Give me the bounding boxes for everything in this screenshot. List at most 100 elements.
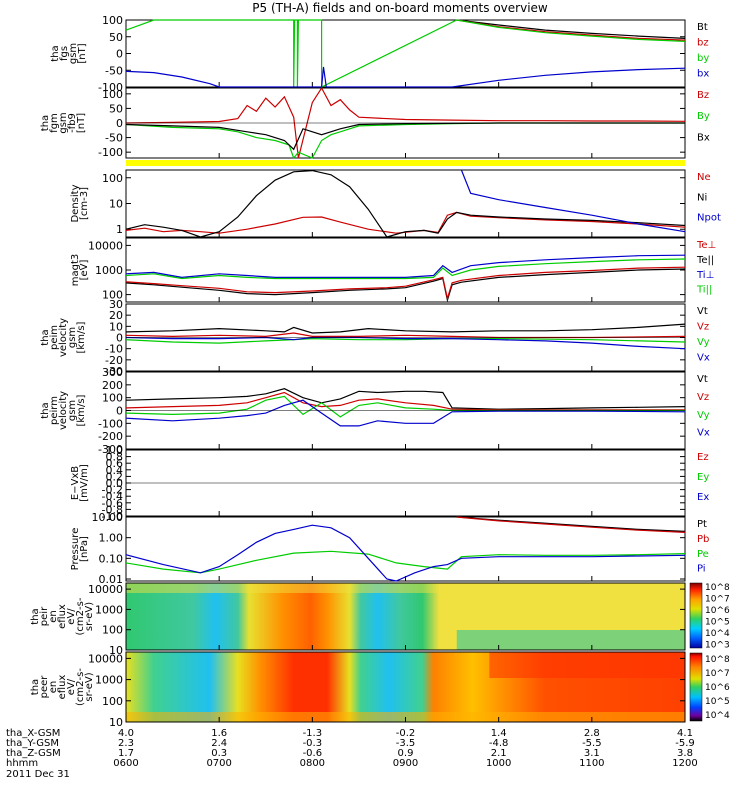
colorbar-2-label: 10^7 bbox=[705, 669, 730, 679]
legend-Pe: Pe bbox=[697, 549, 709, 560]
y-tick-label: 100 bbox=[102, 289, 123, 302]
y-tick-label: -0.4 bbox=[102, 490, 123, 503]
y-tick-label: 10 bbox=[109, 644, 123, 657]
legend-Pb: Pb bbox=[697, 534, 709, 545]
series-peir_velocity-Vt bbox=[125, 388, 686, 410]
series-fgs-by bbox=[125, 19, 686, 88]
series-temperature-Ti⊥ bbox=[125, 254, 686, 279]
y-tick-label: -300 bbox=[98, 443, 123, 456]
y-axis-label: (cm2-s- bbox=[75, 597, 86, 635]
y-tick-label: 10.00 bbox=[92, 511, 124, 524]
x-row-value: 0.3 bbox=[211, 748, 227, 759]
x-row-value: -4.8 bbox=[489, 738, 509, 749]
x-time-tick: 0600 bbox=[113, 758, 138, 769]
series-peim_velocity-Vy bbox=[125, 337, 686, 344]
colorbar-2-label: 10^8 bbox=[705, 655, 730, 665]
x-row-label: hhmm bbox=[6, 758, 38, 769]
x-row-value: 2.4 bbox=[211, 738, 227, 749]
y-tick-label: 10 bbox=[109, 320, 123, 333]
panel-density: 100 10 1 Density[cm-3] Ne Ni Npot bbox=[70, 169, 721, 238]
legend-Vt: Vt bbox=[697, 374, 708, 385]
legend-Vz: Vz bbox=[697, 322, 709, 333]
panel-temperature: 10000 1000 100 magt3[eV] Te⊥ Te|| Ti⊥ Ti|| bbox=[70, 237, 716, 303]
x-row-value: 2.1 bbox=[491, 748, 507, 759]
spectrogram-band bbox=[126, 583, 685, 593]
legend-Bt: Bt bbox=[697, 22, 708, 33]
y-axis-label: -fb9 bbox=[67, 113, 78, 133]
x-row-label: tha_X-GSM bbox=[6, 728, 60, 739]
x-time-tick: 1100 bbox=[579, 758, 604, 769]
y-tick-label: 0.8 bbox=[106, 451, 124, 464]
y-axis-label: Density bbox=[70, 184, 81, 222]
legend-Vz: Vz bbox=[697, 392, 709, 403]
y-tick-label: -1.0 bbox=[102, 510, 123, 523]
series-temperature-Ti|| bbox=[125, 258, 686, 280]
series-peim_velocity-Vz bbox=[125, 332, 686, 339]
legend-Vx: Vx bbox=[697, 353, 710, 364]
y-tick-label: -30 bbox=[105, 365, 123, 378]
y-tick-label: 0.01 bbox=[99, 573, 124, 586]
y-tick-label: 1.00 bbox=[99, 532, 124, 545]
legend-Ni: Ni bbox=[697, 192, 707, 203]
y-tick-label: -0.8 bbox=[102, 503, 123, 516]
y-tick-label: 10000 bbox=[88, 652, 123, 665]
y-tick-label: 0.4 bbox=[106, 464, 124, 477]
series-peim_velocity-Vt bbox=[125, 323, 686, 334]
y-tick-label: 1.0 bbox=[106, 444, 124, 457]
series-peir_velocity-Vx bbox=[125, 399, 686, 427]
series-pressure-Pt bbox=[456, 516, 686, 532]
legend-Bx: Bx bbox=[697, 132, 710, 143]
y-axis-label: tha bbox=[30, 679, 41, 695]
series-density-Ni bbox=[125, 169, 686, 238]
legend-Vt: Vt bbox=[697, 306, 708, 317]
y-tick-label: 50 bbox=[109, 102, 123, 115]
x-row-value: -0.6 bbox=[303, 748, 323, 759]
colorbar-1-label: 10^8 bbox=[705, 583, 730, 593]
y-tick-label: -0.6 bbox=[102, 497, 123, 510]
spectrogram-band bbox=[456, 630, 685, 650]
y-axis-label: [nT] bbox=[76, 113, 87, 133]
y-tick-label: 0.10 bbox=[99, 552, 124, 565]
colorbar-1-label: 10^3 bbox=[705, 641, 730, 651]
series-peir_velocity-Vz bbox=[125, 391, 685, 411]
y-axis-label: E−VxB bbox=[70, 466, 81, 500]
legend-By: By bbox=[697, 111, 710, 122]
series-peir_velocity-Vy bbox=[125, 395, 685, 418]
legend-Ne: Ne bbox=[697, 172, 711, 183]
y-axis-label: fgs bbox=[59, 46, 70, 61]
y-tick-label: 300 bbox=[102, 366, 123, 379]
y-axis-label: [nPa] bbox=[79, 536, 90, 562]
x-row-value: -5.9 bbox=[675, 738, 695, 749]
x-row-value: 0.9 bbox=[398, 748, 414, 759]
colorbar-1-label: 10^6 bbox=[705, 606, 730, 616]
x-row-value: 4.0 bbox=[118, 728, 134, 739]
x-row-label: tha_Z-GSM bbox=[6, 748, 61, 759]
y-axis-label: peir bbox=[39, 606, 50, 626]
x-row-value: 1.4 bbox=[491, 728, 507, 739]
colorbar-1-label: 10^4 bbox=[705, 629, 730, 639]
legend-Te||: Te|| bbox=[696, 255, 714, 266]
y-tick-label: 30 bbox=[109, 298, 123, 311]
series-fgm-Bx bbox=[125, 122, 685, 151]
y-axis-label: sr-eV) bbox=[84, 672, 95, 701]
y-tick-label: 0 bbox=[116, 117, 123, 130]
x-row-value: 4.1 bbox=[677, 728, 693, 739]
y-tick-label: 0 bbox=[116, 332, 123, 345]
series-density-Ne bbox=[125, 211, 686, 234]
y-tick-label: 100 bbox=[102, 88, 123, 101]
x-time-tick: 0800 bbox=[300, 758, 325, 769]
x-time-tick: 0900 bbox=[393, 758, 418, 769]
y-tick-label: 10 bbox=[109, 716, 123, 729]
y-axis-label: [mV/m] bbox=[79, 464, 90, 502]
date-label: 2011 Dec 31 bbox=[6, 769, 70, 780]
y-axis-label: gsm bbox=[58, 112, 69, 133]
y-axis-label: fgm bbox=[49, 113, 60, 133]
panel-e_vxb: 1.00.80.60.40.20.0-0.2-0.4-0.6-0.8-1.0 E−… bbox=[70, 444, 709, 523]
y-axis-label: tha bbox=[50, 45, 61, 61]
legend-Ex: Ex bbox=[697, 492, 709, 503]
y-tick-label: -100 bbox=[98, 81, 123, 94]
y-axis-label: [km/s] bbox=[76, 394, 87, 426]
legend-Vy: Vy bbox=[697, 410, 710, 421]
y-tick-label: 0.2 bbox=[106, 470, 124, 483]
